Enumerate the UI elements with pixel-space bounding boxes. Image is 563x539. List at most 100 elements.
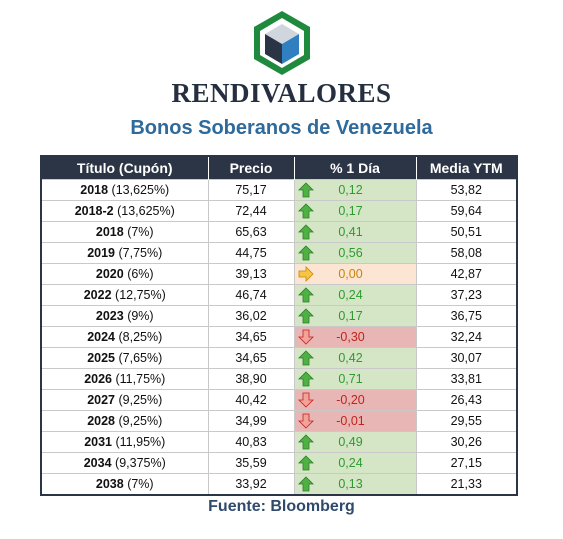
arrow-up-icon xyxy=(297,308,314,324)
ytm-cell: 33,81 xyxy=(415,368,518,390)
table-row: 2027 (9,25%) 40,42 -0,20 26,43 xyxy=(40,389,518,411)
bond-coupon: (11,75%) xyxy=(115,372,166,386)
ytm-cell: 21,33 xyxy=(415,473,518,496)
table-row: 2038 (7%) 33,92 0,13 21,33 xyxy=(40,473,518,496)
price-cell: 46,74 xyxy=(207,284,295,306)
table-row: 2018-2 (13,625%) 72,44 0,17 59,64 xyxy=(40,200,518,222)
bond-title-cell: 2022 (12,75%) xyxy=(40,284,209,306)
price-cell: 34,65 xyxy=(207,326,295,348)
table-row: 2025 (7,65%) 34,65 0,42 30,07 xyxy=(40,347,518,369)
change-cell: 0,42 xyxy=(293,347,417,369)
bond-year: 2027 xyxy=(87,393,116,407)
bond-coupon: (7%) xyxy=(127,225,154,239)
header-change: % 1 Día xyxy=(293,156,416,180)
change-value: 0,42 xyxy=(338,351,363,365)
price-cell: 35,59 xyxy=(207,452,295,474)
bond-year: 2028 xyxy=(87,414,116,428)
source-note: Fuente: Bloomberg xyxy=(208,498,355,515)
bond-title-cell: 2028 (9,25%) xyxy=(40,410,209,432)
header-title: Título (Cupón) xyxy=(41,156,208,180)
table-row: 2024 (8,25%) 34,65 -0,30 32,24 xyxy=(40,326,518,348)
bond-title-cell: 2034 (9,375%) xyxy=(40,452,209,474)
bond-coupon: (9%) xyxy=(127,309,154,323)
arrow-right-icon xyxy=(298,266,314,282)
change-cell: -0,01 xyxy=(293,410,417,432)
bond-title-cell: 2018-2 (13,625%) xyxy=(40,200,209,222)
bond-title-cell: 2038 (7%) xyxy=(40,473,209,496)
change-value: 0,13 xyxy=(338,477,363,491)
change-cell: 0,56 xyxy=(293,242,417,264)
change-value: 0,00 xyxy=(338,267,363,281)
arrow-down-icon xyxy=(297,392,314,408)
table-row: 2026 (11,75%) 38,90 0,71 33,81 xyxy=(40,368,518,390)
bond-coupon: (13,625%) xyxy=(117,204,175,218)
price-cell: 36,02 xyxy=(207,305,295,327)
price-cell: 65,63 xyxy=(207,221,295,243)
bond-year: 2031 xyxy=(84,435,113,449)
change-cell: 0,12 xyxy=(293,179,417,201)
change-cell: 0,24 xyxy=(293,452,417,474)
change-cell: 0,17 xyxy=(293,200,417,222)
ytm-cell: 30,26 xyxy=(415,431,518,453)
bond-title-cell: 2026 (11,75%) xyxy=(40,368,209,390)
ytm-cell: 26,43 xyxy=(415,389,518,411)
arrow-up-icon xyxy=(297,476,314,492)
ytm-cell: 42,87 xyxy=(415,263,518,285)
bond-year: 2018 xyxy=(80,183,109,197)
ytm-cell: 50,51 xyxy=(415,221,518,243)
price-cell: 34,65 xyxy=(207,347,295,369)
bond-year: 2019 xyxy=(87,246,116,260)
bond-year: 2022 xyxy=(83,288,112,302)
change-cell: -0,30 xyxy=(293,326,417,348)
bond-coupon: (9,25%) xyxy=(118,414,163,428)
change-value: 0,71 xyxy=(338,372,363,386)
bond-year: 2024 xyxy=(87,330,116,344)
change-value: -0,01 xyxy=(336,414,365,428)
bond-coupon: (7%) xyxy=(127,477,154,491)
bond-title-cell: 2018 (7%) xyxy=(40,221,209,243)
bond-coupon: (12,75%) xyxy=(115,288,166,302)
change-cell: 0,17 xyxy=(293,305,417,327)
arrow-up-icon xyxy=(297,350,314,366)
arrow-up-icon xyxy=(297,245,314,261)
bond-coupon: (7,65%) xyxy=(118,351,163,365)
table-row: 2018 (7%) 65,63 0,41 50,51 xyxy=(40,221,518,243)
price-cell: 75,17 xyxy=(207,179,295,201)
bond-year: 2034 xyxy=(83,456,112,470)
ytm-cell: 36,75 xyxy=(415,305,518,327)
price-cell: 33,92 xyxy=(207,473,295,496)
ytm-cell: 30,07 xyxy=(415,347,518,369)
change-value: 0,17 xyxy=(338,309,363,323)
change-value: 0,17 xyxy=(338,204,363,218)
change-cell: 0,71 xyxy=(293,368,417,390)
arrow-up-icon xyxy=(297,371,314,387)
page-title: Bonos Soberanos de Venezuela xyxy=(130,117,433,139)
ytm-cell: 59,64 xyxy=(415,200,518,222)
bond-coupon: (11,95%) xyxy=(115,435,166,449)
ytm-cell: 29,55 xyxy=(415,410,518,432)
rendivalores-logo-icon xyxy=(254,11,310,75)
change-cell: 0,49 xyxy=(293,431,417,453)
ytm-cell: 27,15 xyxy=(415,452,518,474)
table-row: 2028 (9,25%) 34,99 -0,01 29,55 xyxy=(40,410,518,432)
bond-title-cell: 2031 (11,95%) xyxy=(40,431,209,453)
bond-title-cell: 2027 (9,25%) xyxy=(40,389,209,411)
ytm-cell: 53,82 xyxy=(415,179,518,201)
header-price: Precio xyxy=(207,156,294,180)
header-ytm: Media YTM xyxy=(415,156,517,180)
table-row: 2020 (6%) 39,13 0,00 42,87 xyxy=(40,263,518,285)
bond-coupon: (9,375%) xyxy=(115,456,166,470)
bond-year: 2023 xyxy=(95,309,124,323)
bond-coupon: (9,25%) xyxy=(118,393,163,407)
change-cell: 0,00 xyxy=(293,263,417,285)
bond-title-cell: 2020 (6%) xyxy=(40,263,209,285)
table-header-row: Título (Cupón) Precio % 1 Día Media YTM xyxy=(41,156,517,180)
table-row: 2019 (7,75%) 44,75 0,56 58,08 xyxy=(40,242,518,264)
arrow-up-icon xyxy=(297,434,314,450)
change-value: 0,24 xyxy=(338,288,363,302)
change-value: 0,24 xyxy=(338,456,363,470)
change-cell: -0,20 xyxy=(293,389,417,411)
price-cell: 40,42 xyxy=(207,389,295,411)
price-cell: 38,90 xyxy=(207,368,295,390)
arrow-up-icon xyxy=(297,203,314,219)
